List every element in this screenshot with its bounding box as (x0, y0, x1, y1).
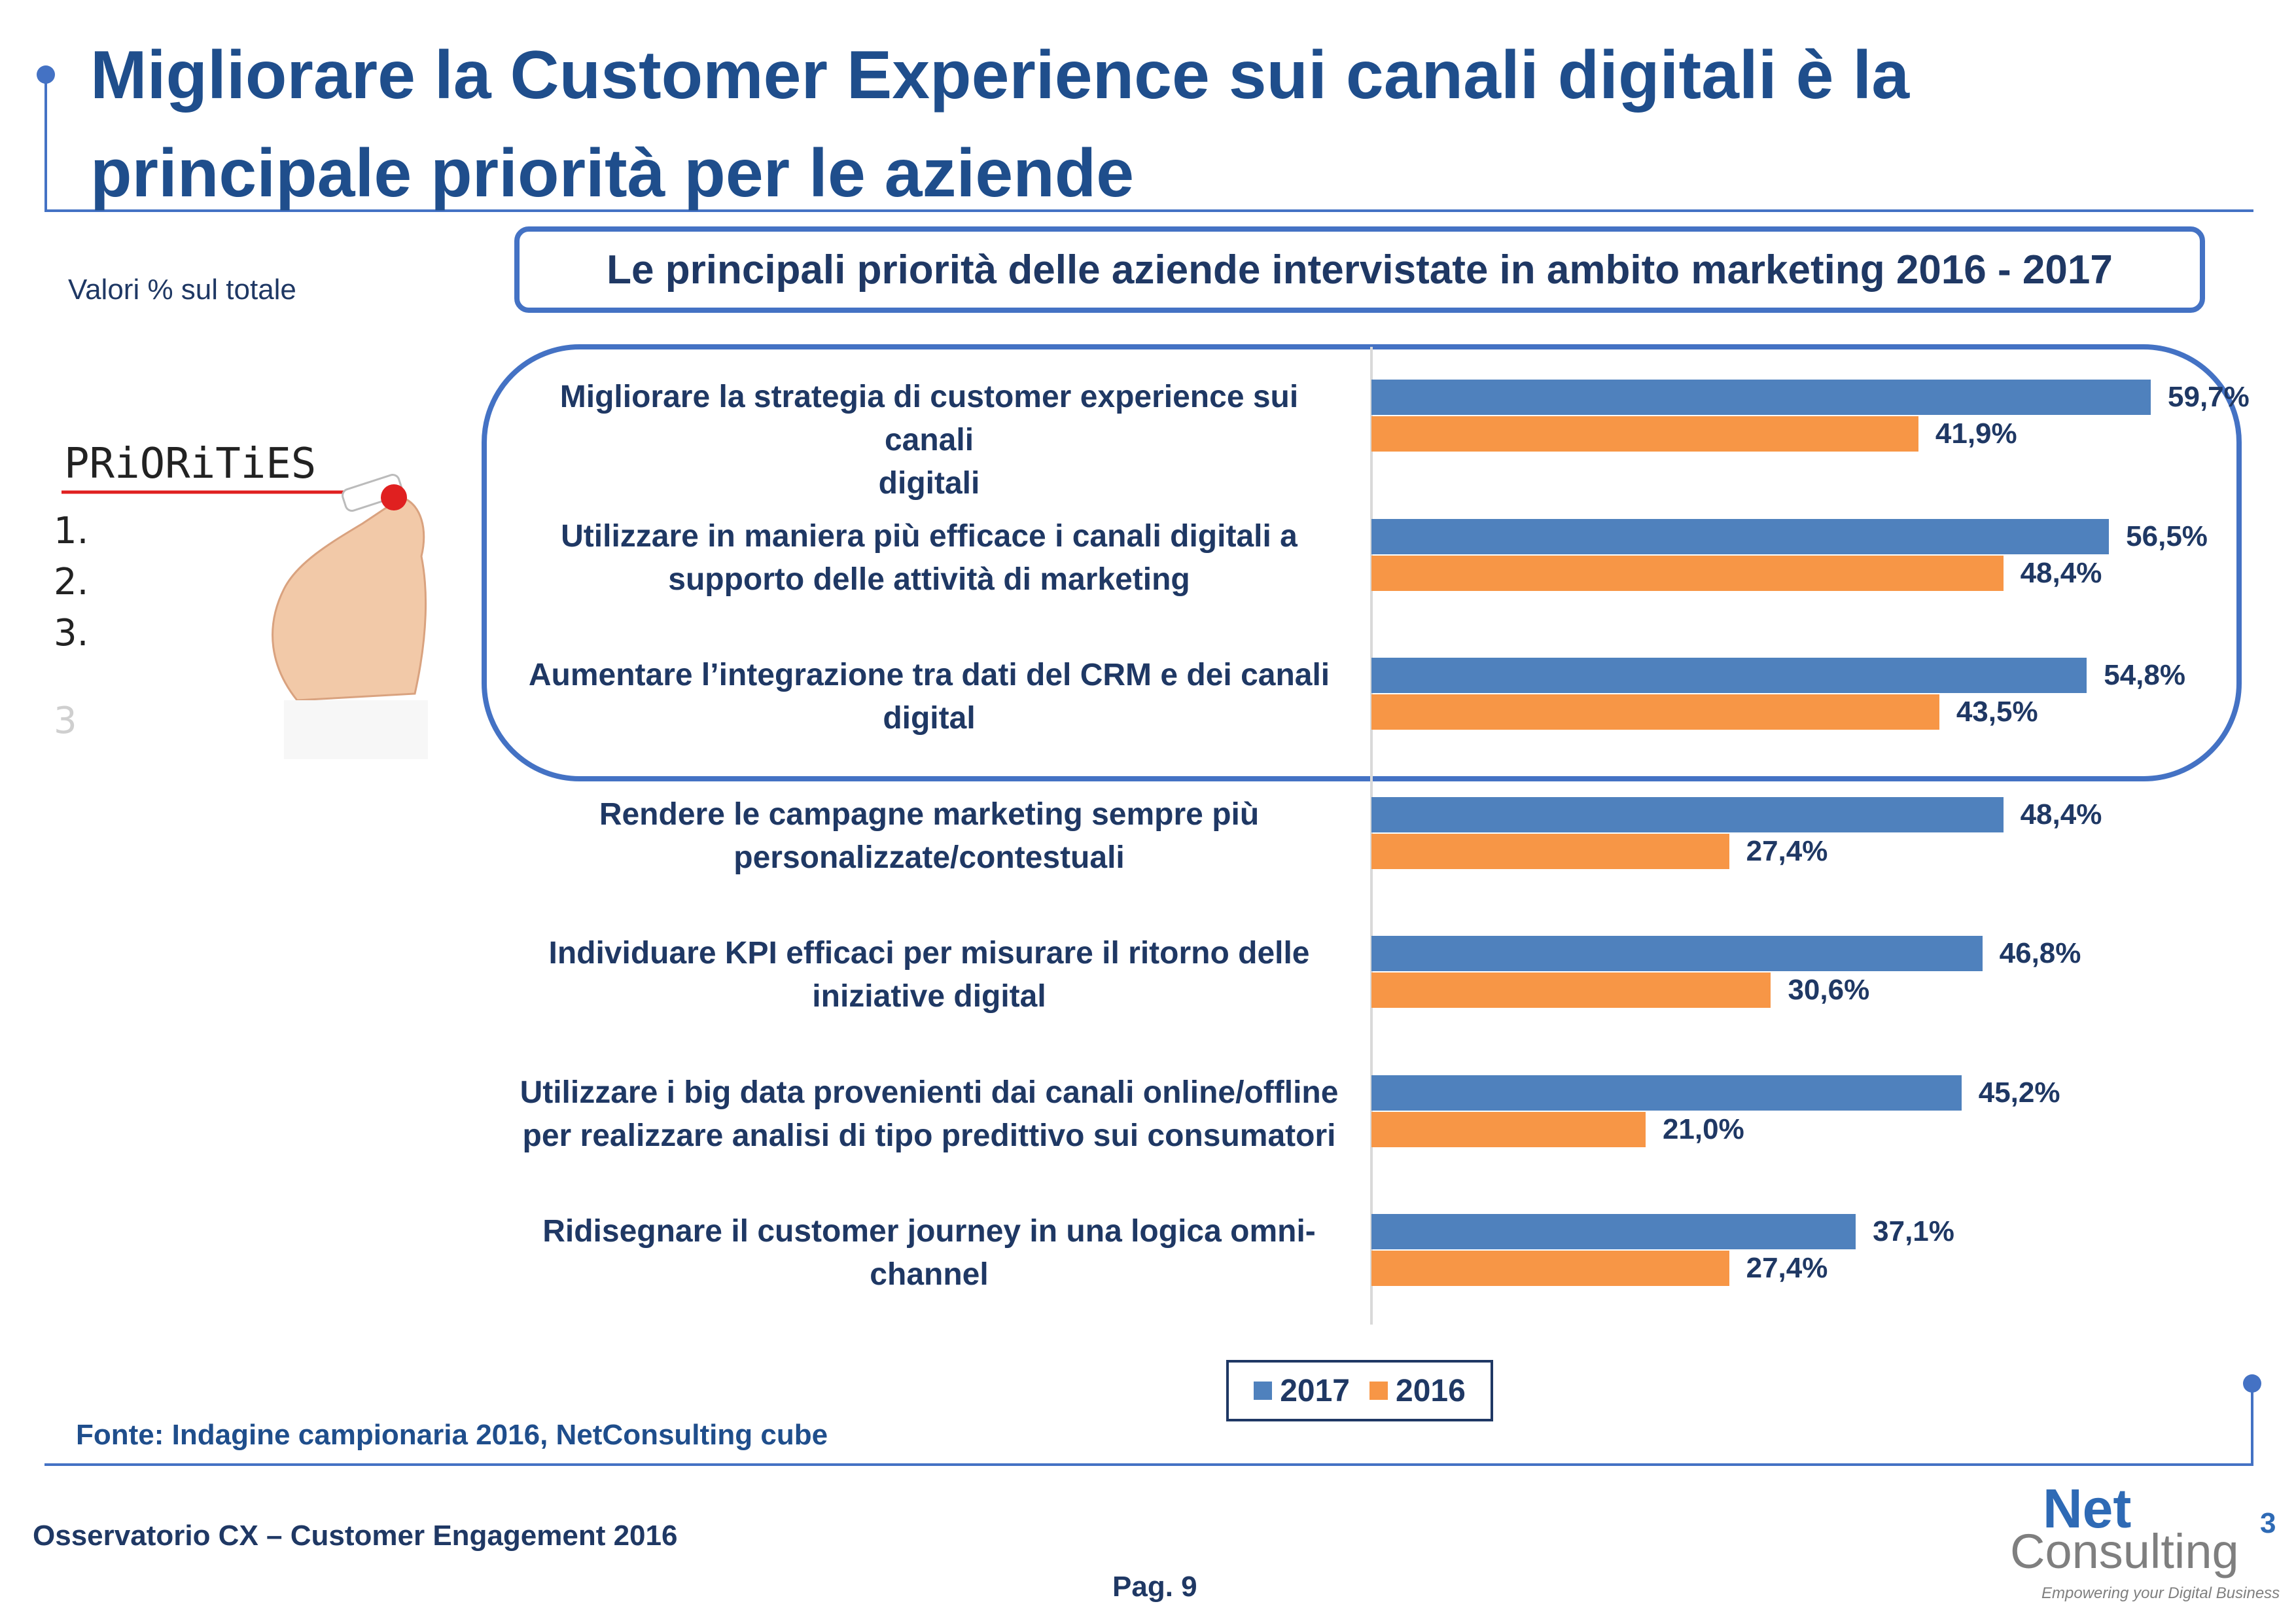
category-label-line: Individuare KPI efficaci per misurare il… (548, 936, 1310, 971)
category-label-line: Aumentare l’integrazione tra dati del CR… (528, 658, 1330, 692)
bar-2016 (1371, 1111, 1646, 1147)
hand-holding-marker-icon (272, 474, 428, 759)
footer-line (44, 1463, 2253, 1466)
category-label: Rendere le campagne marketing sempre più… (517, 793, 1341, 880)
bar-2016 (1371, 555, 2004, 591)
data-label-2016: 27,4% (1746, 834, 1828, 867)
category-label: Aumentare l’integrazione tra dati del CR… (517, 654, 1341, 740)
bar-2017 (1371, 1075, 1962, 1111)
data-label-2017: 56,5% (2126, 520, 2208, 552)
category-label-line: Rendere le campagne marketing sempre più (599, 796, 1260, 832)
category-label: Utilizzare i big data provenienti dai ca… (517, 1071, 1341, 1158)
netconsulting-logo: Net Consulting 3 Empowering your Digital… (2010, 1478, 2280, 1602)
highlight-box (482, 344, 2242, 781)
data-label-2016: 21,0% (1662, 1113, 1744, 1145)
unit-note: Valori % sul totale (68, 274, 296, 306)
frame-line-left (44, 73, 47, 211)
category-label: Utilizzare in maniera più efficace i can… (517, 515, 1341, 601)
priorities-word: PRiORiTiES (64, 440, 316, 488)
frame-dot-top (37, 65, 55, 84)
logo-net: Net (2043, 1478, 2131, 1539)
priorities-item-3: 3. (54, 612, 88, 654)
category-label-line: channel (870, 1257, 989, 1292)
category-label-line: supporto delle attività di marketing (668, 562, 1190, 597)
bar-2017 (1371, 1214, 1856, 1249)
priorities-reflection: 3 (54, 700, 77, 742)
legend-item-2017: 2017 (1254, 1373, 1350, 1409)
legend-swatch-2016 (1369, 1382, 1388, 1400)
bar-2017 (1371, 380, 2151, 415)
legend-label-2017: 2017 (1280, 1373, 1350, 1408)
chart-legend: 2017 2016 (1226, 1360, 1493, 1421)
category-label: Individuare KPI efficaci per misurare il… (517, 932, 1341, 1018)
priorities-item-1: 1. (54, 510, 88, 552)
category-label-line: Migliorare la strategia di customer expe… (559, 380, 1299, 457)
category-label-line: digitali (878, 466, 980, 501)
legend-item-2016: 2016 (1369, 1373, 1466, 1409)
bar-2016 (1371, 694, 1939, 730)
data-label-2017: 37,1% (1873, 1215, 1954, 1247)
category-label-line: Ridisegnare il customer journey in una l… (542, 1214, 1316, 1249)
category-label-line: iniziative digital (812, 979, 1046, 1014)
page-number: Pag. 9 (1112, 1571, 1197, 1603)
chart-title: Le principali priorità delle aziende int… (607, 247, 2113, 293)
frame-dot-bottom (2243, 1374, 2261, 1393)
source-note: Fonte: Indagine campionaria 2016, NetCon… (76, 1419, 828, 1451)
bar-2017 (1371, 518, 2110, 554)
slide-title: Migliorare la Customer Experience sui ca… (90, 37, 1910, 211)
priorities-item-2: 2. (54, 561, 88, 603)
category-label: Ridisegnare il customer journey in una l… (517, 1210, 1341, 1296)
bar-2016 (1371, 972, 1771, 1008)
data-label-2017: 45,2% (1978, 1076, 2060, 1109)
category-label-line: per realizzare analisi di tipo predittiv… (522, 1118, 1336, 1153)
logo-consulting: Consulting (2010, 1524, 2239, 1578)
bar-2017 (1371, 658, 2087, 693)
category-label-line: Utilizzare in maniera più efficace i can… (561, 518, 1298, 554)
bar-2016 (1371, 833, 1729, 869)
data-label-2016: 48,4% (2020, 556, 2102, 589)
data-label-2017: 54,8% (2104, 659, 2185, 691)
data-label-2016: 30,6% (1788, 974, 1870, 1006)
category-label-line: personalizzate/contestuali (733, 840, 1125, 875)
legend-swatch-2017 (1254, 1382, 1273, 1400)
bar-2016 (1371, 416, 1918, 452)
category-label: Migliorare la strategia di customer expe… (517, 376, 1341, 505)
bar-2016 (1371, 1251, 1729, 1286)
bar-2017 (1371, 796, 2004, 832)
data-label-2016: 43,5% (1956, 696, 2038, 728)
data-label-2017: 48,4% (2020, 798, 2102, 830)
title-underline (44, 209, 2253, 212)
data-label-2017: 46,8% (1999, 937, 2081, 969)
frame-line-right (2251, 1385, 2253, 1466)
chart-title-box: Le principali priorità delle aziende int… (514, 226, 2205, 313)
logo-cube: 3 (2260, 1507, 2276, 1539)
category-label-line: digital (883, 701, 976, 736)
logo-tagline: Empowering your Digital Business (2041, 1584, 2280, 1602)
bar-2017 (1371, 936, 1983, 971)
data-label-2016: 41,9% (1935, 418, 2017, 450)
priorities-illustration: PRiORiTiES 1. 2. 3. 3 (54, 440, 428, 759)
footer-report-name: Osservatorio CX – Customer Engagement 20… (33, 1520, 678, 1552)
category-label-line: Utilizzare i big data provenienti dai ca… (520, 1075, 1339, 1110)
data-label-2016: 27,4% (1746, 1252, 1828, 1284)
legend-label-2016: 2016 (1396, 1373, 1466, 1408)
data-label-2017: 59,7% (2168, 381, 2250, 413)
